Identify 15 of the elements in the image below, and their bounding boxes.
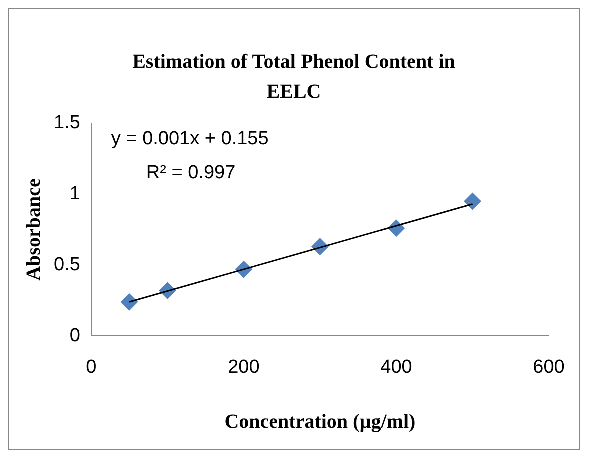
- annotation: y = 0.001x + 0.155: [111, 128, 269, 150]
- x-tick-label: 0: [86, 356, 97, 378]
- x-tick-label: 200: [228, 356, 260, 378]
- x-tick-label: 600: [533, 356, 565, 378]
- point: [121, 294, 138, 311]
- y-tick-label: 1: [70, 184, 80, 205]
- chart-title: Estimation of Total Phenol Content in EELC: [132, 50, 456, 105]
- point: [464, 192, 482, 210]
- y-tick-label: 0.5: [54, 254, 80, 276]
- y-tick-label: 0: [70, 325, 80, 346]
- x-axis-title: Concentration (µg/ml): [224, 411, 416, 434]
- x-tick-label: 400: [380, 356, 412, 378]
- y-axis-title: Absorbance: [23, 178, 46, 281]
- annotation: R² = 0.997: [146, 162, 236, 184]
- y-tick-label: 1.5: [54, 112, 80, 134]
